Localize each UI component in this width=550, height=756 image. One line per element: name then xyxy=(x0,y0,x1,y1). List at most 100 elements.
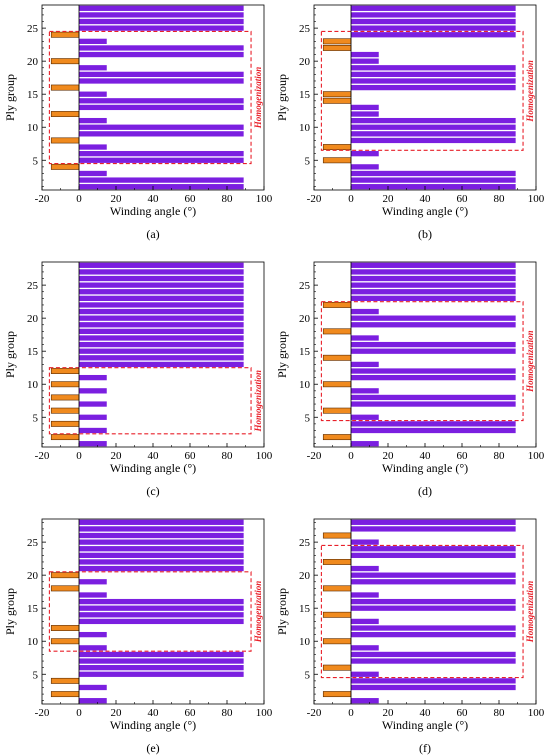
bar-ply-25 xyxy=(351,25,516,31)
bar-ply-1 xyxy=(79,441,107,447)
bar-ply-23 xyxy=(79,552,244,558)
x-axis-title: Winding angle (°) xyxy=(110,204,196,218)
bar-ply-25 xyxy=(79,25,244,31)
x-tick-label: 60 xyxy=(457,193,469,205)
y-tick-label: 10 xyxy=(27,636,39,648)
bar-ply-19 xyxy=(79,65,107,71)
homogenization-box xyxy=(48,571,252,652)
panel-label: (d) xyxy=(418,484,432,498)
bar-ply-20 xyxy=(351,58,379,64)
bar-ply-1 xyxy=(79,184,244,190)
bar-ply-22 xyxy=(79,559,244,565)
bar-ply-7 xyxy=(351,401,516,407)
homogenization-label: Homogenization xyxy=(525,60,535,123)
bar-ply-16 xyxy=(351,341,516,348)
y-tick-label: 5 xyxy=(33,155,39,167)
bar-ply-12 xyxy=(50,111,80,117)
bar-ply-22 xyxy=(322,301,352,308)
x-tick-label: 40 xyxy=(148,193,160,205)
bar-ply-16 xyxy=(50,84,80,91)
y-tick-label: 10 xyxy=(27,379,39,391)
y-tick-label: 10 xyxy=(27,122,39,134)
bar-ply-19 xyxy=(351,65,516,71)
bar-ply-27 xyxy=(351,526,516,532)
bar-ply-25 xyxy=(351,282,516,288)
bar-ply-8 xyxy=(351,651,516,658)
y-tick-label: 15 xyxy=(27,603,39,615)
y-axis-title: Ply group xyxy=(275,588,289,635)
bar-ply-21 xyxy=(79,565,244,572)
bar-ply-22 xyxy=(322,44,352,51)
bar-ply-23 xyxy=(79,295,244,301)
bar-ply-19 xyxy=(79,322,244,328)
bar-ply-28 xyxy=(351,519,516,525)
x-tick-label: 40 xyxy=(420,707,432,719)
x-tick-label: 20 xyxy=(383,450,395,462)
x-tick-label: -20 xyxy=(307,707,322,719)
bar-ply-14 xyxy=(322,611,352,618)
bar-ply-7 xyxy=(79,144,107,150)
x-tick-label: 100 xyxy=(256,450,273,462)
bar-ply-3 xyxy=(351,427,516,434)
bar-ply-26 xyxy=(351,275,516,282)
bar-ply-26 xyxy=(351,18,516,25)
bar-ply-18 xyxy=(322,328,352,335)
x-tick-label: 40 xyxy=(148,707,160,719)
bar-ply-6 xyxy=(79,665,244,671)
bar-ply-24 xyxy=(351,32,516,38)
bar-ply-2 xyxy=(322,434,352,441)
bar-ply-13 xyxy=(351,361,379,368)
bar-ply-10 xyxy=(351,124,516,130)
x-tick-label: 40 xyxy=(420,450,432,462)
bar-ply-13 xyxy=(79,618,244,625)
bar-ply-13 xyxy=(79,361,244,368)
bar-ply-6 xyxy=(322,407,352,414)
bar-ply-3 xyxy=(79,684,107,691)
homogenization-label: Homogenization xyxy=(525,330,535,393)
bar-ply-15 xyxy=(351,605,516,611)
bar-ply-19 xyxy=(351,579,516,585)
y-tick-label: 25 xyxy=(299,23,311,35)
bar-ply-11 xyxy=(79,117,107,124)
bar-ply-17 xyxy=(79,335,244,341)
bar-ply-6 xyxy=(351,151,379,157)
bar-ply-2 xyxy=(50,434,80,441)
bar-ply-7 xyxy=(351,658,516,664)
x-tick-label: 20 xyxy=(383,707,395,719)
bar-ply-17 xyxy=(351,78,516,84)
bar-ply-22 xyxy=(79,302,244,308)
x-tick-label: 80 xyxy=(222,193,234,205)
bar-ply-19 xyxy=(79,579,107,585)
bar-ply-11 xyxy=(351,631,516,638)
bar-ply-26 xyxy=(79,18,244,25)
bar-ply-10 xyxy=(322,638,352,645)
x-tick-label: -20 xyxy=(307,193,322,205)
chart-panel-4: Homogenization -20 0 20 40 60 80 100 5 10 15 20 25 Wi… xyxy=(275,261,545,498)
y-tick-label: 15 xyxy=(27,346,39,358)
y-tick-label: 20 xyxy=(299,313,311,325)
bar-ply-11 xyxy=(79,374,107,381)
chart-panel-3: Homogenization -20 0 20 40 60 80 100 5 10 15 20 25 Wi… xyxy=(3,261,273,498)
bar-ply-23 xyxy=(322,38,352,45)
bar-ply-16 xyxy=(79,341,244,348)
bar-ply-4 xyxy=(351,678,516,684)
bar-ply-14 xyxy=(322,97,352,104)
x-tick-label: -20 xyxy=(35,707,50,719)
bar-ply-23 xyxy=(351,295,516,301)
y-tick-label: 5 xyxy=(305,155,311,167)
x-tick-label: 40 xyxy=(148,450,160,462)
x-axis-title: Winding angle (°) xyxy=(382,461,468,475)
bar-ply-20 xyxy=(50,58,80,65)
bar-ply-8 xyxy=(351,137,516,144)
bar-ply-21 xyxy=(79,308,244,315)
x-tick-label: 80 xyxy=(494,193,506,205)
bar-ply-9 xyxy=(79,388,107,394)
bar-ply-17 xyxy=(351,592,379,598)
bar-ply-6 xyxy=(50,407,80,414)
bar-ply-25 xyxy=(79,282,244,288)
x-tick-label: -20 xyxy=(35,193,50,205)
bar-ply-18 xyxy=(351,71,516,78)
panel-label: (a) xyxy=(146,227,159,241)
bar-ply-14 xyxy=(79,98,244,104)
y-tick-label: 15 xyxy=(299,346,311,358)
